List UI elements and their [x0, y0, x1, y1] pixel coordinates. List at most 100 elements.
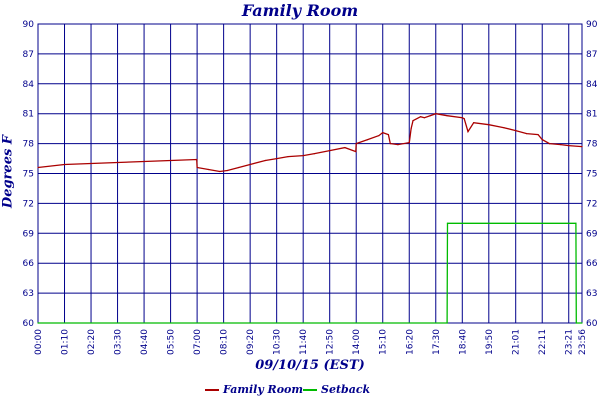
data-point-family-room	[410, 128, 412, 130]
y-tick-label-right: 87	[586, 50, 597, 60]
y-tick-label-left: 63	[23, 289, 34, 299]
data-point-family-room	[463, 118, 465, 120]
legend-swatch-family-room	[205, 389, 219, 391]
data-point-family-room	[313, 153, 316, 155]
data-point-family-room	[249, 163, 251, 166]
x-tick-label: 19:50	[485, 329, 495, 355]
y-tick-label-left: 75	[23, 170, 34, 180]
y-tick-label-left: 87	[23, 50, 34, 60]
data-point-setback	[446, 222, 449, 224]
data-point-setback	[581, 322, 583, 324]
series-line-family-room	[37, 113, 583, 173]
y-tick-label-left: 78	[23, 140, 35, 150]
y-tick-label-left: 72	[23, 199, 34, 209]
data-point-setback	[575, 322, 577, 324]
data-point-family-room	[344, 147, 346, 149]
data-point-family-room	[387, 134, 389, 136]
x-tick-label: 02:20	[87, 329, 97, 355]
x-tick-label: 03:30	[114, 329, 124, 355]
data-point-family-room	[541, 139, 543, 141]
data-point-family-room	[515, 130, 517, 132]
data-point-family-room	[537, 134, 539, 136]
data-point-family-room	[196, 158, 198, 161]
x-tick-label: 14:00	[352, 329, 362, 355]
data-point-family-room	[435, 113, 437, 115]
data-point-family-room	[238, 166, 240, 169]
x-tick-label: 15:10	[379, 329, 389, 355]
x-tick-label: 23:21	[565, 329, 575, 355]
data-point-family-room	[526, 133, 528, 135]
legend-swatch-setback	[303, 389, 317, 391]
legend-label-setback: Setback	[321, 383, 371, 396]
y-tick-label-left: 81	[23, 110, 34, 120]
y-tick-label-left: 66	[23, 259, 35, 269]
y-tick-label-right: 69	[586, 229, 598, 239]
data-point-family-room	[446, 115, 448, 117]
data-point-family-room	[355, 151, 357, 153]
x-tick-label: 16:20	[405, 329, 415, 355]
x-tick-label: 21:01	[512, 329, 522, 355]
data-point-family-room	[63, 163, 66, 166]
data-point-family-room	[329, 150, 331, 152]
legend-label-family-room: Family Room	[223, 383, 304, 396]
data-point-family-room	[196, 166, 198, 169]
x-tick-label: 05:50	[167, 329, 177, 355]
x-tick-label: 10:30	[273, 329, 283, 355]
data-point-family-room	[397, 144, 399, 146]
y-tick-label-left: 69	[23, 229, 35, 239]
x-tick-label: 09:20	[246, 329, 256, 355]
x-tick-label: 08:10	[220, 329, 230, 355]
data-point-family-room	[467, 131, 469, 133]
y-tick-label-right: 63	[586, 289, 597, 299]
data-point-family-room	[276, 158, 278, 160]
y-tick-label-right: 60	[586, 319, 598, 329]
data-point-family-room	[488, 124, 490, 126]
data-point-setback	[446, 322, 448, 324]
y-tick-label-right: 75	[586, 170, 597, 180]
data-point-family-room	[473, 122, 475, 124]
data-point-family-room	[264, 159, 266, 162]
x-tick-label: 12:50	[326, 329, 336, 355]
data-point-family-room	[423, 117, 425, 119]
y-tick-label-right: 72	[586, 199, 597, 209]
data-point-family-room	[412, 120, 414, 122]
legend-item-setback: Setback	[303, 383, 370, 396]
y-tick-label-right: 84	[586, 80, 598, 90]
x-tick-label: 17:30	[432, 329, 442, 355]
data-point-family-room	[170, 159, 172, 162]
x-tick-label: 00:00	[34, 329, 44, 355]
data-point-family-room	[568, 145, 570, 147]
data-point-family-room	[382, 132, 384, 134]
data-point-family-room	[461, 117, 463, 119]
y-tick-label-right: 90	[586, 20, 598, 30]
data-point-setback	[37, 322, 39, 324]
y-tick-label-left: 84	[23, 80, 35, 90]
y-tick-label-right: 81	[586, 110, 597, 120]
data-point-family-room	[378, 135, 380, 137]
x-tick-label: 23:56	[578, 329, 588, 355]
data-point-family-room	[503, 127, 505, 129]
legend-item-family-room: Family Room	[205, 383, 303, 396]
data-point-family-room	[355, 143, 357, 145]
data-point-family-room	[408, 142, 410, 144]
x-tick-label: 04:40	[140, 329, 150, 355]
y-tick-label-right: 78	[586, 140, 598, 150]
x-tick-label: 07:00	[193, 329, 203, 355]
data-point-family-room	[548, 143, 551, 145]
y-tick-label-right: 66	[586, 259, 598, 269]
data-point-family-room	[389, 143, 391, 145]
x-tick-label: 11:40	[299, 329, 309, 355]
y-tick-label-left: 60	[23, 319, 35, 329]
data-point-family-room	[226, 169, 228, 172]
data-point-family-room	[367, 139, 369, 141]
data-point-family-room	[560, 144, 562, 146]
data-point-family-room	[302, 155, 304, 157]
data-point-family-room	[420, 116, 422, 118]
y-tick-label-left: 90	[23, 20, 35, 30]
data-point-family-room	[219, 170, 221, 173]
data-point-family-room	[287, 156, 289, 158]
data-point-setback	[575, 222, 577, 224]
data-point-family-room	[207, 168, 210, 171]
x-tick-label: 18:40	[458, 329, 468, 355]
